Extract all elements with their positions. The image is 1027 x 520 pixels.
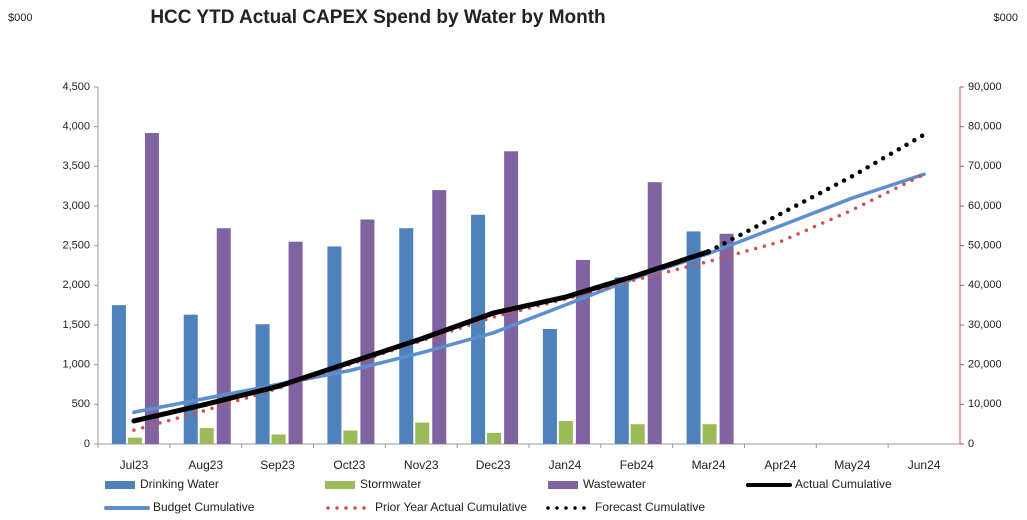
bar [183,314,198,444]
bar [327,246,342,444]
bar [487,432,502,444]
legend-swatch [548,481,578,489]
y2-unit: $000 [994,12,1018,24]
x-tick-label: Sep23 [260,458,295,472]
y-unit: $000 [8,12,32,24]
bar [614,277,629,444]
y-tick-label: 1,000 [62,359,90,371]
y2-tick-label: 50,000 [968,240,1002,252]
bar [255,324,270,444]
y-tick-label: 2,500 [62,240,90,252]
y-tick-label: 3,500 [62,160,90,172]
y-tick-label: 2,000 [62,279,90,291]
legend-label: Budget Cumulative [153,500,255,514]
legend-label: Prior Year Actual Cumulative [375,500,527,514]
bar [199,428,214,444]
legend-label: Drinking Water [140,477,219,491]
bar [399,228,414,444]
y2-tick-label: 80,000 [968,121,1002,133]
line [706,132,927,254]
bar [575,259,590,444]
bar [686,231,701,444]
bar [630,424,645,444]
y2-tick-label: 30,000 [968,319,1002,331]
bar [702,424,717,444]
legend-label: Actual Cumulative [795,477,892,491]
y-tick-label: 4,500 [62,81,90,93]
y2-tick-label: 60,000 [968,200,1002,212]
legend-swatch [105,481,135,489]
y-tick-label: 1,500 [62,319,90,331]
x-tick-label: Jul23 [120,458,149,472]
legend-label: Forecast Cumulative [595,500,705,514]
y2-tick-label: 0 [968,438,974,450]
x-tick-label: Feb24 [620,458,654,472]
y2-tick-label: 40,000 [968,279,1002,291]
bar [471,214,486,444]
y-tick-label: 4,000 [62,121,90,133]
y2-tick-label: 90,000 [968,81,1002,93]
bar [271,434,286,444]
legend-label: Stormwater [360,477,421,491]
bar [415,422,430,444]
x-tick-label: Apr24 [764,458,796,472]
bar [360,219,375,444]
x-tick-label: Jun24 [908,458,941,472]
bar [542,328,557,444]
y-tick-label: 0 [84,438,90,450]
x-tick-label: Nov23 [404,458,439,472]
bar [216,228,231,444]
chart-title: HCC YTD Actual CAPEX Spend by Water by M… [150,7,605,28]
bar [504,151,519,444]
bar [111,305,126,444]
y2-tick-label: 10,000 [968,398,1002,410]
x-tick-label: May24 [834,458,870,472]
x-tick-label: Oct23 [333,458,365,472]
legend-label: Wastewater [583,477,646,491]
bar [288,241,303,444]
x-tick-label: Aug23 [188,458,223,472]
bar [432,190,447,444]
y2-tick-label: 20,000 [968,359,1002,371]
line [132,172,926,415]
x-tick-label: Dec23 [476,458,511,472]
bar [127,437,142,444]
y2-tick-label: 70,000 [968,160,1002,172]
y-tick-label: 500 [72,398,90,410]
line [131,249,712,424]
bar [558,420,573,444]
line [132,172,926,432]
bar [144,133,159,444]
y-tick-label: 3,000 [62,200,90,212]
legend-swatch [325,481,355,489]
bar [343,430,358,444]
bar [719,233,734,444]
bar [647,182,662,444]
x-tick-label: Mar24 [692,458,726,472]
x-tick-label: Jan24 [549,458,582,472]
